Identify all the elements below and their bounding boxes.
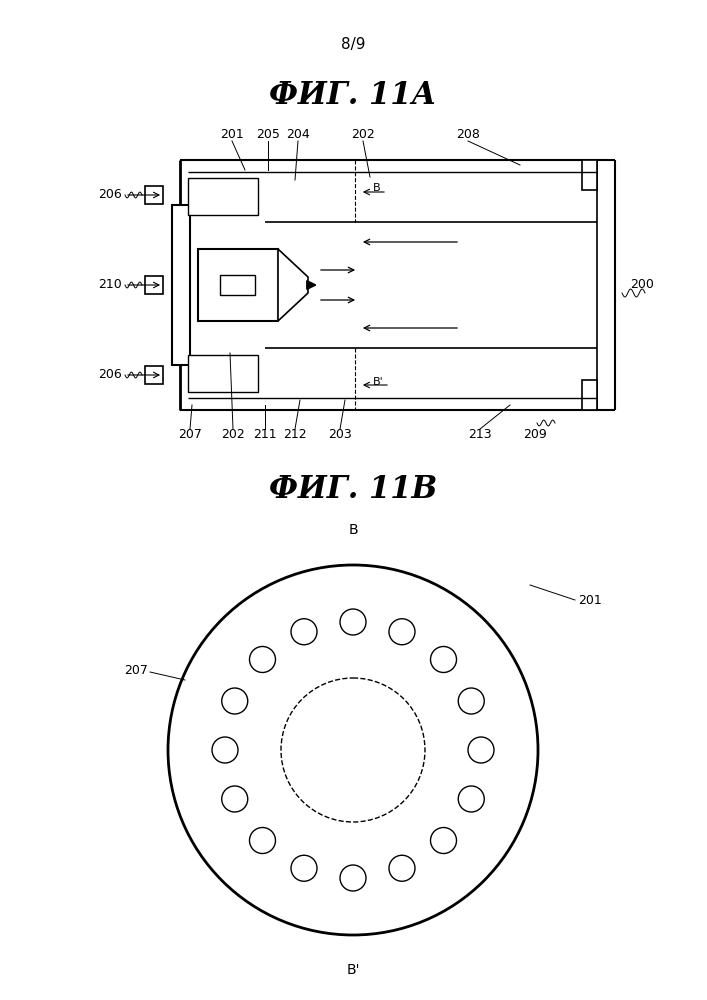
Circle shape bbox=[389, 619, 415, 645]
Text: 206: 206 bbox=[98, 188, 122, 202]
Circle shape bbox=[458, 786, 484, 812]
Bar bbox=[582, 380, 597, 410]
Text: ФИГ. 11А: ФИГ. 11А bbox=[269, 80, 437, 110]
Text: 201: 201 bbox=[220, 128, 244, 141]
Text: 204: 204 bbox=[286, 128, 310, 141]
Text: 201: 201 bbox=[578, 593, 602, 606]
Text: 207: 207 bbox=[178, 428, 202, 442]
Circle shape bbox=[431, 646, 457, 672]
Circle shape bbox=[291, 619, 317, 645]
Text: ФИГ. 11В: ФИГ. 11В bbox=[269, 475, 437, 506]
Text: 207: 207 bbox=[124, 664, 148, 676]
Text: В: В bbox=[373, 183, 380, 193]
Text: 203: 203 bbox=[328, 428, 352, 442]
Text: 211: 211 bbox=[253, 428, 277, 442]
Text: 208: 208 bbox=[456, 128, 480, 141]
Text: 202: 202 bbox=[351, 128, 375, 141]
Circle shape bbox=[340, 609, 366, 635]
Bar bbox=[188, 355, 258, 392]
Text: 212: 212 bbox=[284, 428, 307, 442]
Circle shape bbox=[389, 855, 415, 881]
Text: В': В' bbox=[346, 963, 360, 977]
Text: 202: 202 bbox=[221, 428, 245, 442]
Text: 210: 210 bbox=[98, 278, 122, 292]
Bar bbox=[582, 160, 597, 190]
Circle shape bbox=[250, 646, 276, 672]
Circle shape bbox=[340, 865, 366, 891]
Circle shape bbox=[431, 828, 457, 854]
Circle shape bbox=[222, 786, 247, 812]
Circle shape bbox=[250, 828, 276, 854]
Circle shape bbox=[222, 688, 247, 714]
Text: 213: 213 bbox=[468, 428, 492, 442]
Bar bbox=[145, 366, 163, 384]
Bar bbox=[172, 205, 190, 365]
Circle shape bbox=[291, 855, 317, 881]
Text: 8/9: 8/9 bbox=[341, 37, 366, 52]
Circle shape bbox=[458, 688, 484, 714]
Bar bbox=[145, 186, 163, 204]
Bar bbox=[220, 275, 255, 295]
Text: 205: 205 bbox=[256, 128, 280, 141]
Circle shape bbox=[281, 678, 425, 822]
Text: 200: 200 bbox=[630, 278, 654, 292]
Circle shape bbox=[212, 737, 238, 763]
Text: В': В' bbox=[373, 377, 384, 387]
Text: 209: 209 bbox=[523, 428, 547, 442]
Circle shape bbox=[468, 737, 494, 763]
Circle shape bbox=[168, 565, 538, 935]
Text: В: В bbox=[348, 523, 358, 537]
Text: 206: 206 bbox=[98, 368, 122, 381]
Bar bbox=[198, 249, 278, 321]
Polygon shape bbox=[278, 249, 308, 321]
Bar bbox=[188, 178, 258, 215]
Bar bbox=[145, 276, 163, 294]
